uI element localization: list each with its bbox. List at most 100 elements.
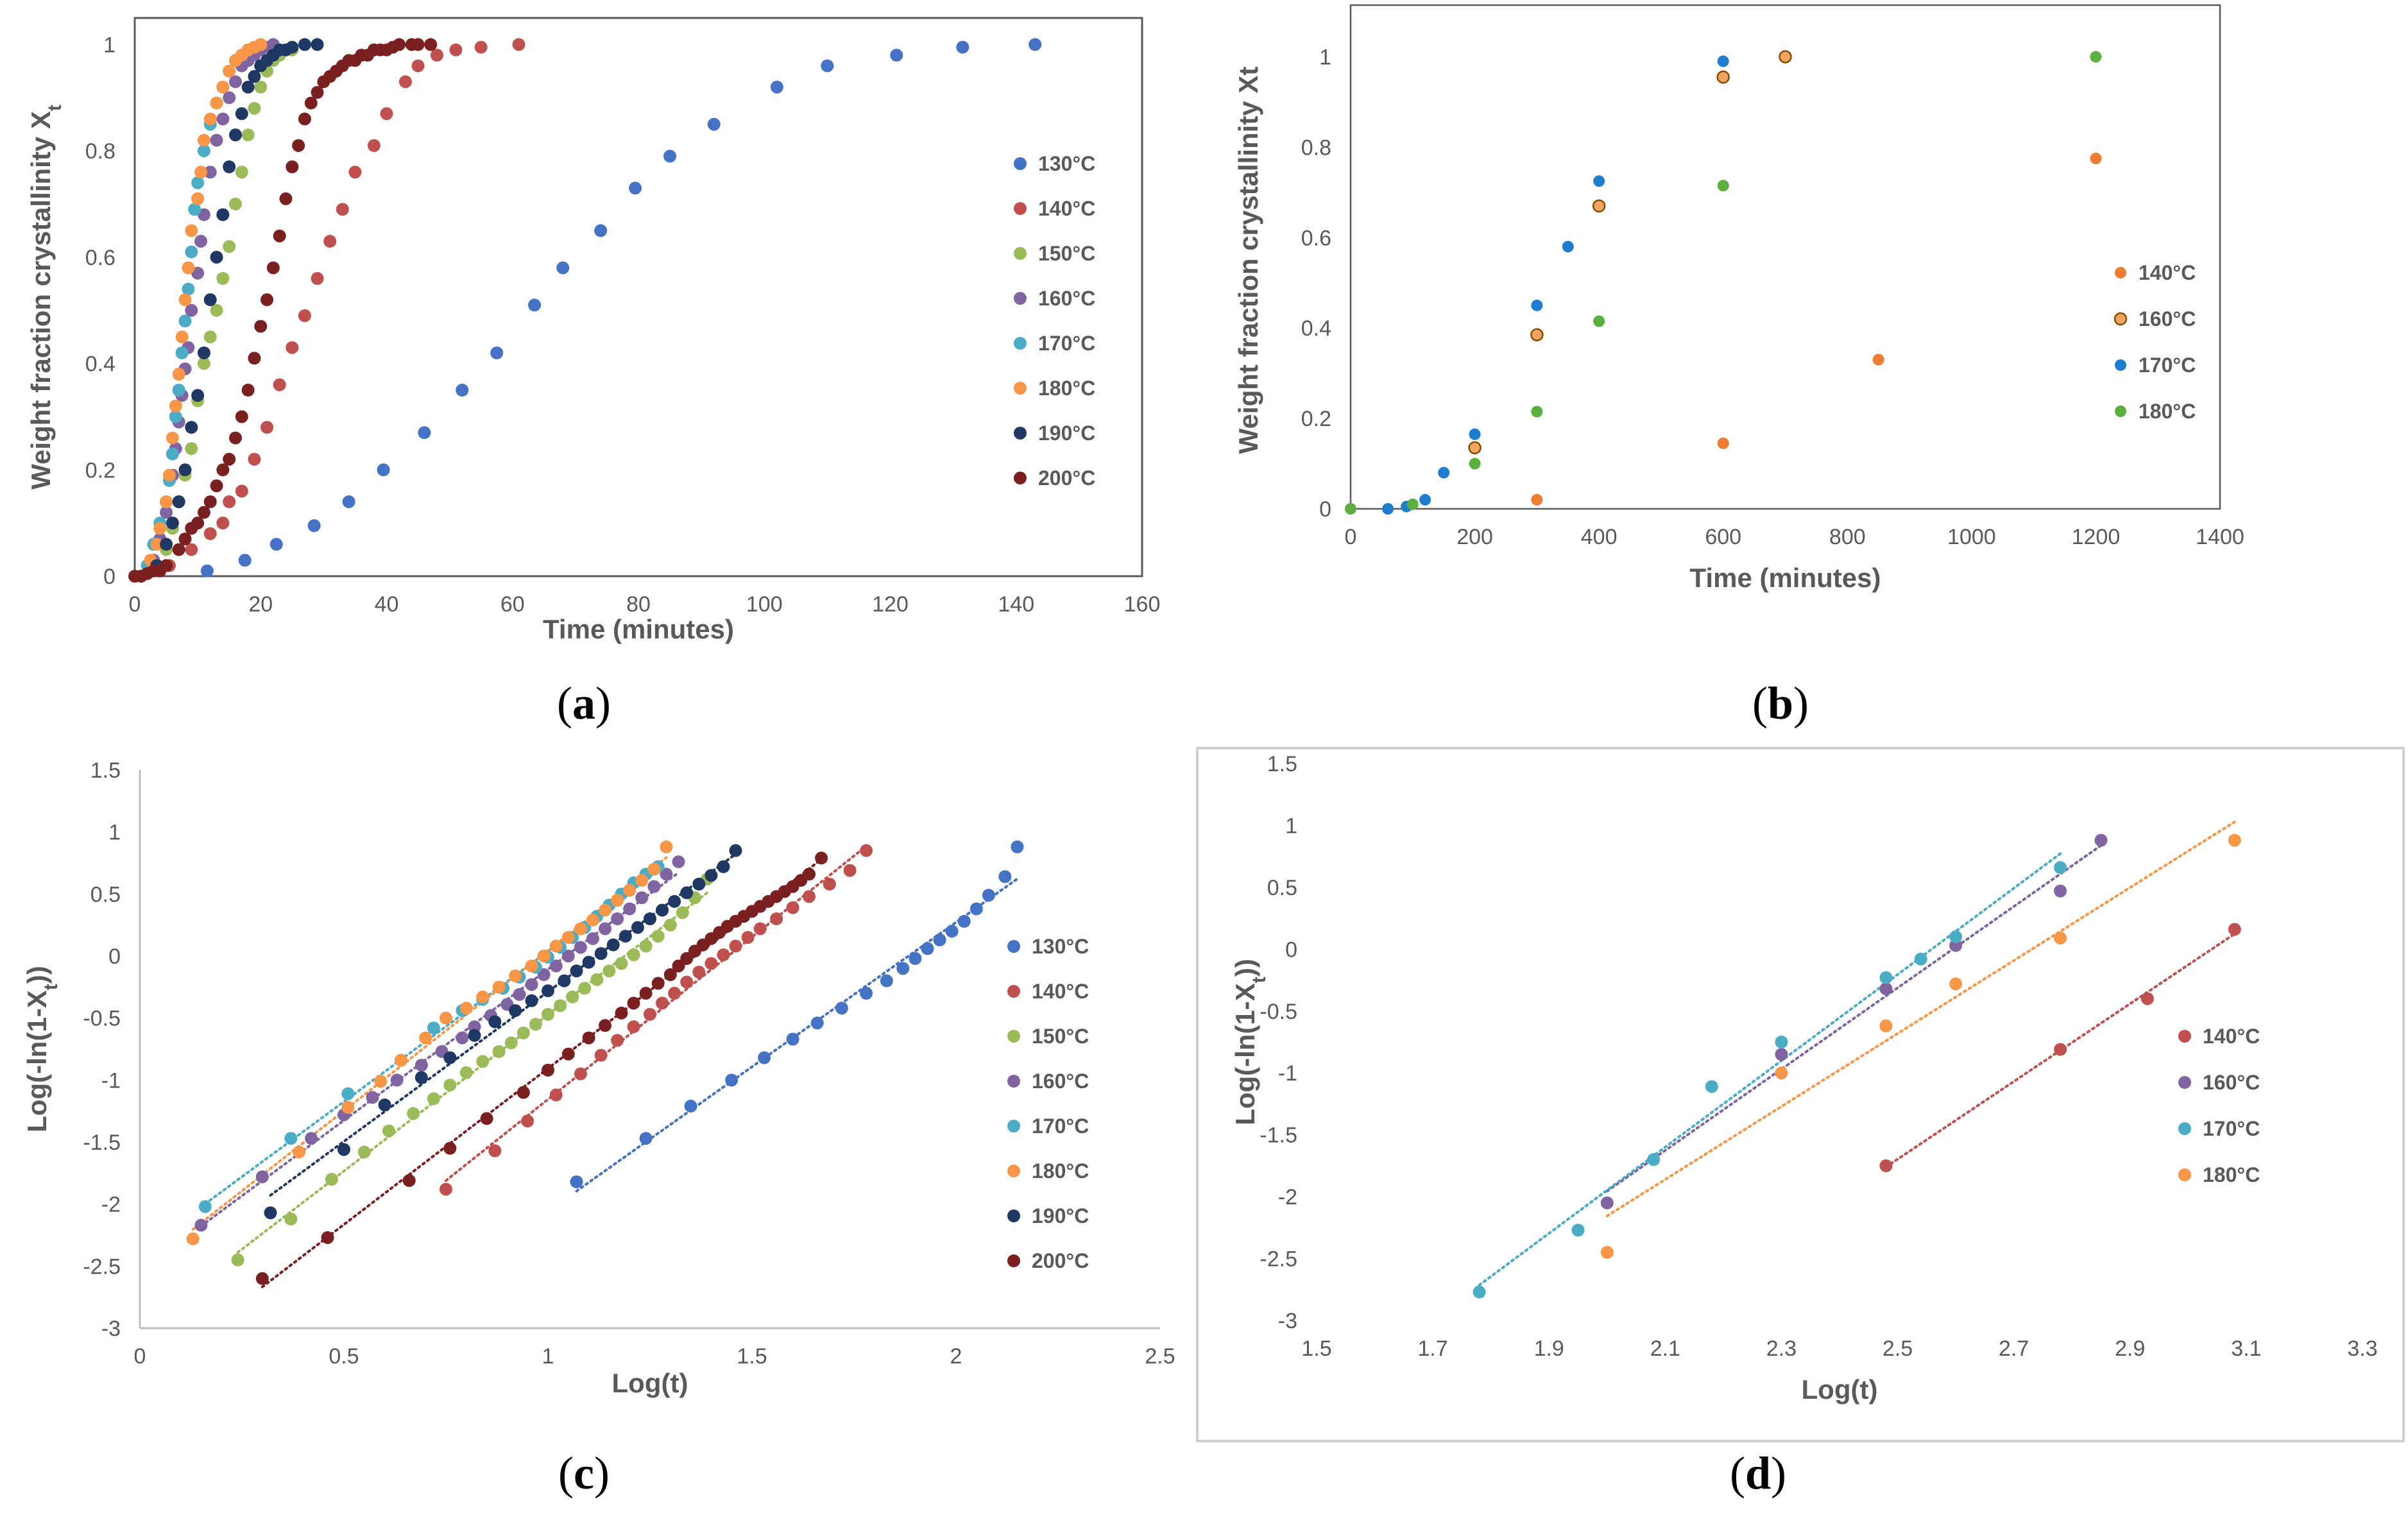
chart-c-x-tick-label: 1.5 <box>737 1344 767 1369</box>
chart-c-data-point <box>194 1219 207 1232</box>
chart-c-data-point <box>468 1029 481 1042</box>
chart-c-data-point <box>672 855 685 868</box>
chart-b-svg: 020040060080010001200140000.20.40.60.81T… <box>1219 0 2408 674</box>
chart-b-legend-label: 180°C <box>2139 400 2196 423</box>
chart-c-data-point <box>199 1200 212 1213</box>
chart-a-data-point <box>179 293 192 306</box>
chart-a-x-tick-label: 0 <box>129 592 141 617</box>
chart-a-data-point <box>216 517 229 529</box>
chart-c-y-tick-label: 1 <box>108 821 121 845</box>
chart-c-data-point <box>427 1021 440 1034</box>
chart-d-y-tick-label: 0 <box>1285 937 1297 962</box>
chart-b-y-tick-label: 0.6 <box>1301 226 1331 250</box>
chart-a-data-point <box>399 75 412 88</box>
chart-d-y-tick-label: -2.5 <box>1260 1247 1297 1272</box>
chart-d-x-tick-label: 3.1 <box>2231 1337 2261 1361</box>
chart-b-data-point <box>1469 458 1481 470</box>
chart-a-data-point <box>204 293 217 306</box>
chart-b-legend-marker <box>2115 313 2126 325</box>
chart-c-y-tick-label: -2 <box>101 1193 121 1217</box>
chart-a-data-point <box>821 60 833 73</box>
chart-c-data-point <box>635 874 648 887</box>
chart-c-data-point <box>443 1052 456 1064</box>
chart-b-x-tick-label: 1400 <box>2196 525 2244 549</box>
chart-a-data-point <box>185 442 198 455</box>
chart-c-data-point <box>293 1145 305 1158</box>
chart-a-y-tick-label: 1 <box>103 33 115 57</box>
chart-a-x-tick-label: 120 <box>872 592 909 617</box>
chart-c-data-point <box>366 1091 379 1104</box>
chart-c-legend-marker <box>1007 985 1020 998</box>
chart-a-data-point <box>242 384 255 397</box>
chart-a-data-point <box>194 166 207 178</box>
chart-c-y-tick-label: 0.5 <box>90 882 121 907</box>
chart-c-legend-label: 180°C <box>1032 1159 1089 1183</box>
chart-c-data-point <box>187 1233 200 1245</box>
chart-b-data-point <box>1407 499 1419 510</box>
chart-c-y-tick-label: -1 <box>101 1068 121 1093</box>
chart-a-data-point <box>556 261 569 274</box>
chart-c-data-point <box>615 1007 628 1020</box>
chart-d-data-point <box>1879 982 1892 995</box>
chart-d-legend-label: 140°C <box>2203 1025 2260 1048</box>
chart-a-x-tick-label: 20 <box>248 592 273 617</box>
chart-a-legend-label: 160°C <box>1038 287 1095 310</box>
chart-a-data-point <box>311 38 324 51</box>
chart-a-data-point <box>270 538 283 551</box>
chart-c-data-point <box>958 915 971 928</box>
chart-c-data-point <box>443 1079 456 1091</box>
chart-a-data-point <box>280 192 293 205</box>
chart-c-data-point <box>599 922 611 935</box>
chart-b-x-tick-label: 0 <box>1345 525 1357 549</box>
chart-a-data-point <box>254 320 267 333</box>
chart-c-data-point <box>341 1101 354 1114</box>
chart-c-data-point <box>590 973 603 986</box>
chart-c-data-point <box>815 851 828 864</box>
chart-c-data-point <box>493 980 506 993</box>
chart-d-y-tick-label: -0.5 <box>1260 1000 1297 1024</box>
chart-c-legend-marker <box>1007 1209 1020 1222</box>
chart-a-x-tick-label: 160 <box>1124 592 1161 617</box>
chart-b-legend-marker <box>2115 359 2126 371</box>
chart-a-legend-marker <box>1014 472 1027 484</box>
chart-c-data-point <box>970 903 983 916</box>
chart-c-data-point <box>607 939 620 952</box>
chart-b-data-point <box>1593 316 1605 327</box>
chart-a-data-point <box>475 41 488 54</box>
chart-a-data-point <box>298 309 311 322</box>
chart-a-data-point <box>223 453 235 466</box>
chart-c-data-point <box>407 1107 420 1120</box>
chart-d-data-point <box>2095 834 2108 847</box>
chart-c-legend-marker <box>1007 1030 1020 1043</box>
chart-a-data-point <box>424 38 437 51</box>
chart-a-data-point <box>513 38 525 51</box>
chart-d-svg: 1.51.71.92.12.32.52.72.93.13.3-3-2.5-2-1… <box>1193 744 2408 1444</box>
chart-d-data-point <box>2141 992 2154 1005</box>
chart-c-data-point <box>284 1132 297 1145</box>
chart-c-data-point <box>742 931 755 944</box>
chart-c-data-point <box>628 996 640 1009</box>
chart-c-data-point <box>631 921 644 934</box>
chart-c-data-point <box>640 1132 653 1145</box>
chart-c-legend-label: 150°C <box>1032 1025 1089 1048</box>
chart-d-x-tick-label: 2.5 <box>1883 1337 1913 1361</box>
chart-b-data-point <box>1718 438 1729 449</box>
chart-c-data-point <box>896 962 909 975</box>
chart-panel-c: 00.511.522.5-3-2.5-2-1.5-1-0.500.511.5Lo… <box>0 751 1187 1444</box>
chart-b-data-point <box>1873 354 1884 366</box>
chart-a-x-tick-label: 100 <box>746 592 783 617</box>
chart-b-data-point <box>1438 467 1449 479</box>
chart-c-x-tick-label: 1 <box>542 1344 554 1369</box>
chart-a-data-point <box>348 166 361 178</box>
chart-d-y-tick-label: -2 <box>1278 1185 1297 1209</box>
chart-a-data-point <box>248 453 260 466</box>
chart-a-data-point <box>185 421 198 434</box>
chart-a-data-point <box>229 198 242 210</box>
chart-d-data-point <box>2054 885 2067 898</box>
chart-c-legend-marker <box>1007 940 1020 953</box>
chart-a-legend-label: 150°C <box>1038 242 1095 265</box>
chart-a-data-point <box>191 389 204 402</box>
chart-a-data-point <box>418 426 431 439</box>
chart-a-data-point <box>248 102 260 115</box>
chart-c-data-point <box>599 1019 611 1032</box>
